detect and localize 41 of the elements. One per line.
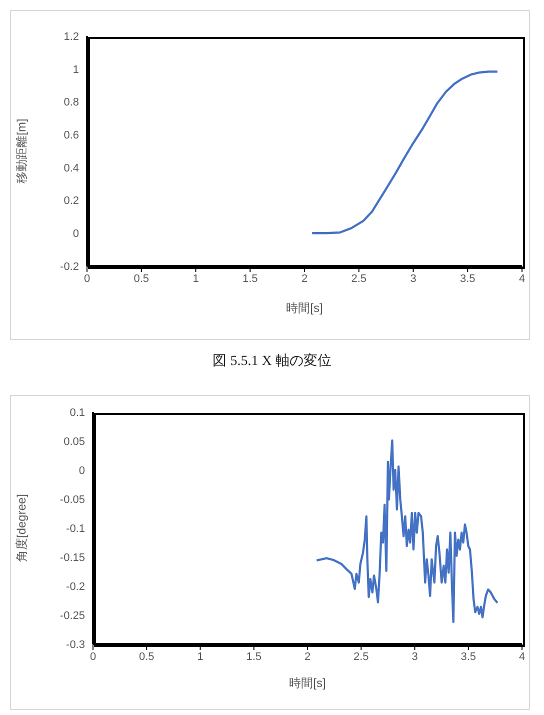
y-axis-title: 移動距離[m]: [14, 118, 28, 184]
x-tick-label: 3.5: [460, 272, 476, 285]
x-tick-label: 0.5: [138, 650, 154, 663]
y-tick-label: 0: [72, 228, 79, 240]
line-series: [311, 70, 499, 234]
x-tick-label: 1: [192, 272, 199, 285]
x-tick-label: 1.5: [246, 650, 262, 663]
y-tick-label: -0.25: [60, 610, 85, 622]
y-tick-label: 1: [72, 64, 79, 76]
x-tick-label: 4: [518, 650, 526, 663]
x-tick-label: 4: [518, 272, 526, 285]
y-tick-label: 1.2: [64, 30, 79, 43]
x-tick-label: 2.5: [351, 272, 367, 285]
x-tick-label: 1: [197, 650, 204, 663]
y-axis-title: 角度[degree]: [14, 494, 28, 562]
y-tick-label: 0.6: [64, 129, 79, 142]
y-tick-label: -0.3: [66, 638, 85, 651]
y-tick-label: 0.8: [64, 96, 79, 109]
x-axis-title: 時間[s]: [289, 676, 326, 690]
y-tick-label: -0.1: [66, 522, 85, 535]
x-axis-title: 時間[s]: [286, 301, 323, 315]
y-tick-label: 0: [78, 464, 85, 477]
line-series: [316, 439, 499, 624]
x-tick-label: 0.5: [134, 272, 150, 285]
y-tick-label: -0.15: [60, 552, 85, 564]
x-tick-label: 3: [412, 650, 418, 663]
y-tick-label: 0.1: [70, 406, 85, 419]
x-tick-label: 1.5: [242, 272, 258, 285]
x-tick-label: 2: [304, 650, 311, 663]
caption: 図 5.5.1 X 軸の変位: [212, 352, 332, 370]
y-tick-label: -0.05: [60, 494, 85, 506]
x-tick-label: 3: [410, 272, 416, 285]
y-tick-label: 0.2: [64, 195, 79, 208]
y-tick-label: 0.05: [64, 436, 85, 448]
x-tick-label: 2.5: [353, 650, 369, 663]
y-tick-label: -0.2: [66, 580, 85, 593]
y-tick-label: -0.2: [60, 260, 79, 273]
x-tick-label: 0: [90, 650, 96, 663]
x-tick-label: 2: [301, 272, 308, 285]
x-tick-label: 3.5: [460, 650, 476, 663]
y-tick-label: 0.4: [64, 162, 79, 174]
